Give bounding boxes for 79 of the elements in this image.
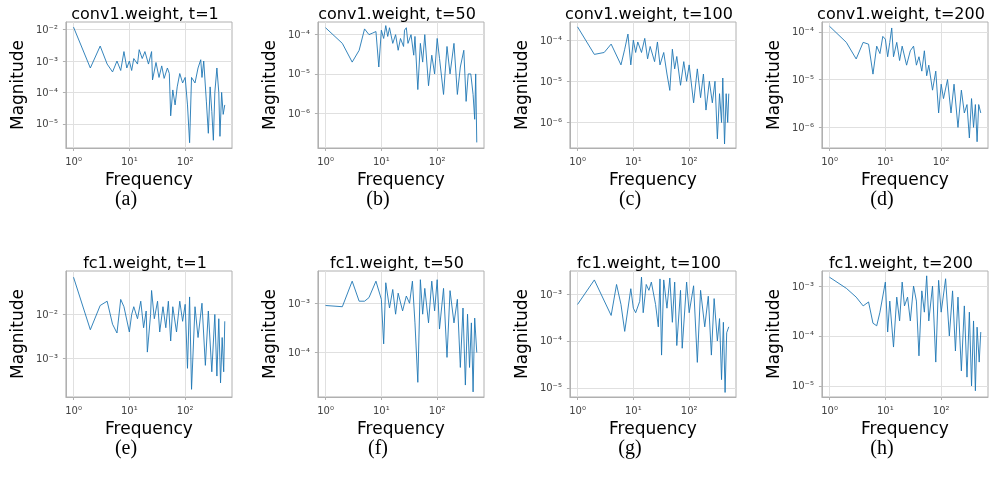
x-axis-title: Frequency — [105, 169, 193, 190]
x-tick-label: 10² — [680, 155, 698, 167]
y-tick-label: 10⁻⁶ — [287, 107, 310, 119]
y-axis-title: Magnitude — [762, 39, 783, 131]
text: (c) — [618, 187, 642, 210]
y-tick-label: 10⁻² — [35, 308, 58, 320]
x-tick-label: 10¹ — [624, 404, 642, 416]
y-tick-label: 10⁻⁶ — [791, 121, 814, 133]
chart-title: fc1.weight, t=100 — [576, 252, 722, 272]
x-tick-label: 10² — [932, 404, 950, 416]
chart-title: fc1.weight, t=200 — [828, 252, 974, 272]
y-tick-label: 10⁻⁶ — [539, 116, 562, 128]
y-tick-label: 10⁻⁴ — [539, 335, 562, 347]
y-tick-label: 10⁻⁵ — [539, 75, 562, 87]
x-tick-label: 10¹ — [120, 155, 138, 167]
x-axis-title: Frequency — [861, 418, 949, 439]
y-tick-label: 10⁻⁵ — [35, 118, 58, 130]
y-tick-label: 10⁻⁴ — [287, 347, 310, 359]
x-tick-label: 10⁰ — [569, 404, 586, 416]
x-tick-label: 10⁰ — [821, 404, 838, 416]
x-tick-label: 10⁰ — [317, 155, 334, 167]
x-axis-title: Frequency — [105, 418, 193, 439]
x-tick-label: 10⁰ — [65, 155, 82, 167]
x-tick-label: 10² — [680, 404, 698, 416]
x-tick-label: 10⁰ — [65, 404, 82, 416]
x-tick-label: 10¹ — [372, 155, 390, 167]
y-tick-label: 10⁻⁴ — [35, 86, 58, 98]
chart-title: fc1.weight, t=1 — [83, 252, 207, 272]
x-tick-label: 10¹ — [372, 404, 390, 416]
y-axis-title: Magnitude — [510, 288, 531, 380]
text: (e) — [114, 436, 138, 459]
y-tick-label: 10⁻⁵ — [791, 74, 814, 86]
text: (f) — [368, 436, 388, 459]
y-tick-label: 10⁻⁴ — [791, 330, 814, 342]
y-axis-title: Magnitude — [762, 288, 783, 380]
x-axis-title: Frequency — [357, 418, 445, 439]
chart-title: conv1.weight, t=100 — [565, 3, 733, 23]
x-tick-label: 10¹ — [120, 404, 138, 416]
y-tick-label: 10⁻⁵ — [539, 382, 562, 394]
y-tick-label: 10⁻⁴ — [791, 26, 814, 38]
x-tick-label: 10⁰ — [569, 155, 586, 167]
y-axis-title: Magnitude — [258, 39, 279, 131]
x-axis-title: Frequency — [609, 169, 697, 190]
text: (a) — [114, 187, 138, 210]
text: (b) — [366, 187, 390, 210]
x-axis-title: Frequency — [861, 169, 949, 190]
y-tick-label: 10⁻³ — [35, 353, 58, 365]
y-tick-label: 10⁻³ — [35, 55, 58, 67]
y-axis-title: Magnitude — [6, 288, 27, 380]
y-axis-title: Magnitude — [6, 39, 27, 131]
y-tick-label: 10⁻³ — [287, 297, 310, 309]
y-axis-title: Magnitude — [510, 39, 531, 131]
y-tick-label: 10⁻³ — [539, 288, 562, 300]
chart-title: conv1.weight, t=200 — [817, 3, 985, 23]
chart-title: fc1.weight, t=50 — [330, 252, 464, 272]
text: (g) — [618, 436, 642, 459]
x-axis-title: Frequency — [357, 169, 445, 190]
x-tick-label: 10⁰ — [821, 155, 838, 167]
x-tick-label: 10¹ — [876, 155, 894, 167]
x-tick-label: 10¹ — [624, 155, 642, 167]
y-tick-label: 10⁻² — [35, 24, 58, 36]
x-tick-label: 10⁰ — [317, 404, 334, 416]
x-tick-label: 10¹ — [876, 404, 894, 416]
y-tick-label: 10⁻³ — [791, 280, 814, 292]
y-tick-label: 10⁻⁵ — [287, 68, 310, 80]
chart-title: conv1.weight, t=50 — [318, 3, 476, 23]
x-axis-title: Frequency — [609, 418, 697, 439]
x-tick-label: 10² — [176, 404, 194, 416]
text: (h) — [870, 436, 894, 459]
y-tick-label: 10⁻⁴ — [539, 34, 562, 46]
y-tick-label: 10⁻⁴ — [287, 29, 310, 41]
text: (d) — [870, 187, 894, 210]
x-tick-label: 10² — [428, 404, 446, 416]
chart-title: conv1.weight, t=1 — [71, 3, 219, 23]
y-axis-title: Magnitude — [258, 288, 279, 380]
x-tick-label: 10² — [932, 155, 950, 167]
y-tick-label: 10⁻⁵ — [791, 380, 814, 392]
x-tick-label: 10² — [428, 155, 446, 167]
x-tick-label: 10² — [176, 155, 194, 167]
